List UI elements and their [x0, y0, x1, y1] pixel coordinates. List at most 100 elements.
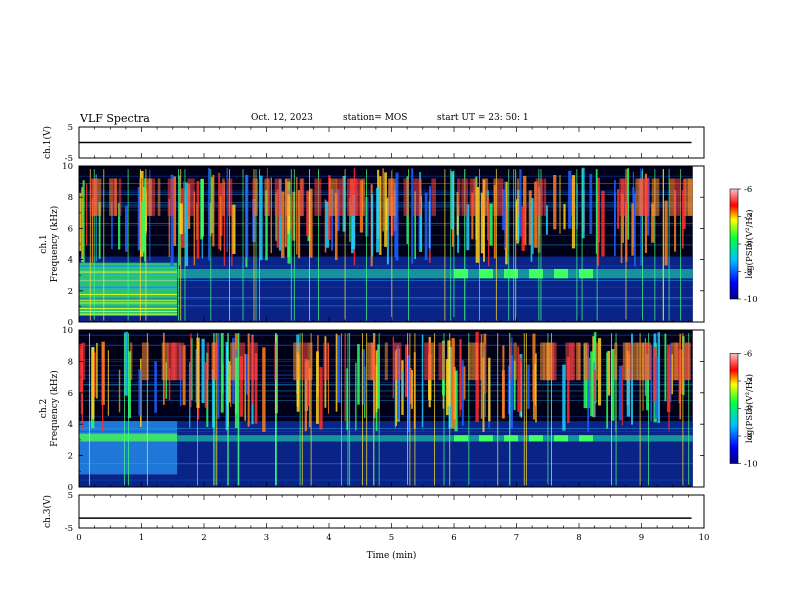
colorbar-tick-label: -9	[744, 268, 752, 278]
band-segment	[479, 435, 493, 442]
burst-patch	[513, 342, 517, 381]
burst-patch	[431, 178, 437, 216]
burst-patch	[479, 342, 485, 381]
burst-patch	[596, 342, 600, 381]
burst-patch	[94, 178, 102, 216]
burst-patch	[89, 178, 98, 216]
burst-patch	[508, 342, 512, 381]
colorbar	[729, 188, 739, 300]
band-segment	[529, 435, 543, 442]
y-axis-label: ch.1	[39, 234, 49, 253]
burst-patch	[644, 342, 651, 381]
colorbar	[729, 353, 739, 464]
colorbar-tick-label: -6	[744, 350, 752, 360]
y-axis-label: ch.3(V)	[42, 495, 53, 528]
date-label: Oct. 12, 2023	[251, 113, 313, 123]
burst-patch	[206, 342, 210, 381]
x-tick-label: 3	[264, 533, 269, 543]
y-tick-label: 2	[68, 287, 73, 297]
chart-title: VLF Spectra	[80, 112, 150, 125]
burst-patch	[367, 342, 375, 381]
band-segment	[504, 435, 518, 442]
band-segment	[479, 268, 493, 279]
burst-patch	[429, 342, 435, 381]
burst-patch	[651, 178, 656, 216]
colorbar-label: log(PSD)(V²/Hz)	[744, 374, 755, 443]
band-segment	[454, 435, 468, 442]
burst-patch	[461, 178, 469, 216]
band-segment	[454, 268, 468, 279]
burst-patch	[274, 178, 283, 216]
burst-patch	[293, 342, 301, 381]
burst-patch	[646, 178, 650, 216]
y-tick-label: 8	[68, 193, 73, 203]
x-tick-label: 1	[139, 533, 144, 543]
burst-patch	[267, 178, 270, 216]
burst-patch	[187, 178, 195, 216]
low-frequency-region	[79, 256, 693, 322]
y-axis-label: Frequency (kHz)	[49, 370, 60, 447]
x-tick-label: 10	[699, 533, 710, 543]
burst-patch	[469, 178, 475, 216]
burst-patch	[457, 178, 461, 216]
y-tick-label: 0	[68, 483, 73, 493]
burst-patch	[118, 178, 122, 216]
band-line	[177, 268, 693, 279]
burst-patch	[467, 342, 472, 381]
x-axis-label: Time (min)	[367, 550, 417, 561]
low-frequency-region	[79, 421, 693, 487]
early-band-highlight	[79, 433, 178, 442]
burst-patch	[546, 342, 551, 381]
burst-patch	[129, 342, 133, 381]
colorbar-tick-label: -7	[744, 213, 752, 223]
colorbar-tick-label: -10	[744, 295, 758, 305]
burst-patch	[438, 342, 446, 381]
x-tick-label: 5	[389, 533, 394, 543]
burst-patch	[323, 342, 330, 381]
burst-patch	[254, 178, 258, 216]
burst-patch	[299, 178, 305, 216]
burst-patch	[424, 342, 429, 381]
burst-patch	[230, 342, 236, 381]
burst-patch	[314, 178, 322, 216]
burst-patch	[161, 342, 169, 381]
burst-patch	[222, 178, 225, 216]
spectrogram-2	[79, 330, 704, 487]
y-tick-label: 6	[68, 224, 73, 234]
burst-patch	[114, 178, 117, 216]
burst-patch	[576, 342, 581, 381]
x-tick-label: 7	[514, 533, 519, 543]
burst-patch	[517, 178, 520, 216]
burst-patch	[307, 342, 313, 381]
burst-patch	[301, 342, 308, 381]
burst-patch	[336, 178, 344, 216]
y-tick-label: 10	[62, 326, 73, 336]
burst-patch	[641, 178, 649, 216]
burst-patch	[544, 178, 547, 216]
x-tick-label: 2	[201, 533, 206, 543]
burst-patch	[286, 178, 291, 216]
station-label: station= MOS	[343, 113, 408, 123]
burst-patch	[81, 342, 86, 381]
burst-patch	[614, 342, 618, 381]
burst-patch	[622, 342, 628, 381]
burst-patch	[354, 178, 362, 216]
burst-patch	[109, 178, 113, 216]
burst-patch	[625, 342, 631, 381]
x-tick-label: 8	[576, 533, 581, 543]
y-tick-label: 5	[68, 123, 73, 133]
x-tick-label: 4	[326, 533, 331, 543]
y-tick-label: 8	[68, 357, 73, 367]
burst-patch	[252, 178, 255, 216]
burst-patch	[211, 342, 216, 381]
burst-patch	[157, 178, 161, 216]
colorbar-tick-label: -7	[744, 377, 752, 387]
y-axis-label: ch.1(V)	[42, 126, 53, 159]
y-tick-label: 6	[68, 389, 73, 399]
burst-patch	[428, 342, 432, 381]
burst-patch	[684, 178, 693, 216]
colorbar-tick-label: -9	[744, 432, 752, 442]
burst-patch	[145, 178, 152, 216]
y-tick-label: 10	[62, 162, 73, 172]
